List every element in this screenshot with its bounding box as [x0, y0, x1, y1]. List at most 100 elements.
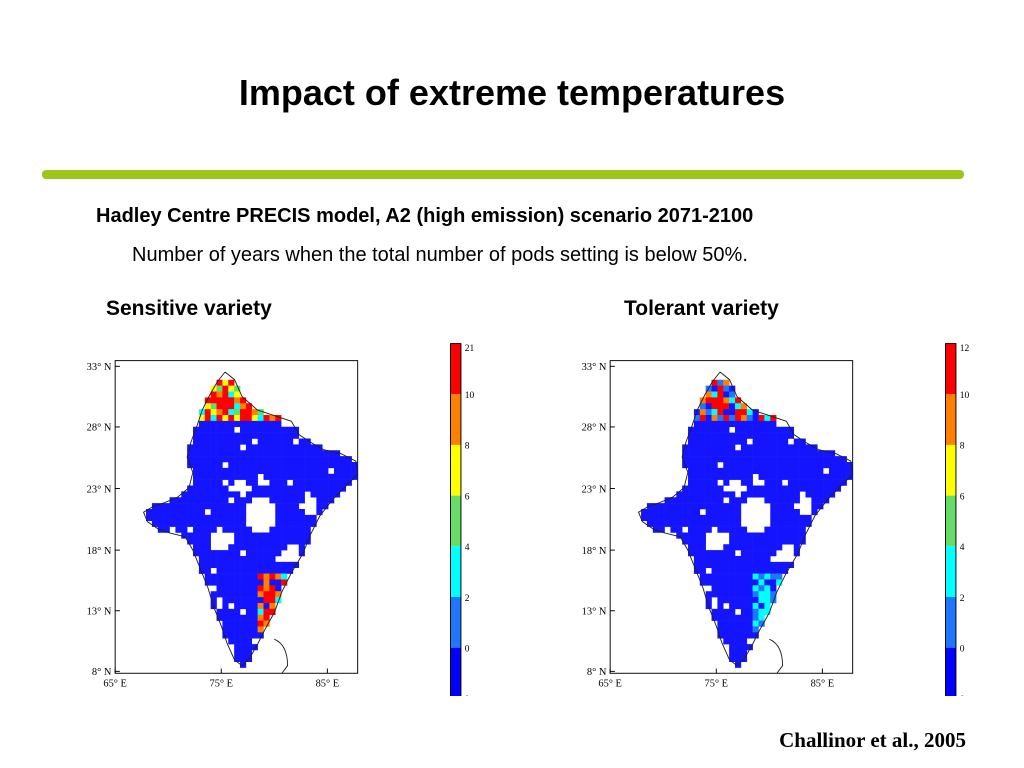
grid-cell	[292, 450, 300, 457]
grid-cell	[746, 485, 753, 492]
panel-title-sensitive: Sensitive variety	[106, 297, 272, 320]
grid-cell	[746, 432, 753, 439]
grid-cell	[723, 379, 730, 386]
grid-cell	[251, 632, 258, 639]
grid-cell	[705, 473, 712, 480]
y-tick-label: 18° N	[87, 546, 112, 557]
grid-cell	[705, 467, 712, 475]
grid-cell	[263, 485, 270, 492]
grid-cell	[758, 432, 765, 439]
grid-cell	[234, 473, 241, 480]
grid-cell	[699, 397, 706, 404]
grid-cell	[805, 450, 812, 457]
grid-cell	[234, 602, 241, 610]
grid-cell	[198, 485, 206, 492]
grid-cell	[204, 573, 211, 580]
grid-cell	[287, 473, 294, 480]
grid-cell	[711, 397, 718, 404]
grid-cell	[787, 532, 795, 539]
grid-cell	[793, 438, 800, 445]
grid-cell	[746, 602, 753, 610]
grid-cell	[770, 526, 777, 533]
slide-title: Impact of extreme temperatures	[238, 72, 786, 113]
grid-cell	[222, 397, 229, 404]
grid-cell	[263, 462, 270, 469]
grid-cell	[746, 585, 753, 592]
grid-cell	[758, 415, 765, 422]
grid-cell	[281, 561, 288, 569]
grid-cell	[257, 467, 264, 475]
grid-cell	[234, 467, 241, 475]
grid-cell	[735, 403, 742, 410]
grid-cell	[257, 438, 264, 445]
grid-cell	[711, 420, 718, 428]
grid-cell	[711, 444, 718, 451]
grid-cell	[234, 503, 241, 510]
grid-cell	[163, 514, 170, 522]
grid-cell	[793, 538, 800, 545]
grid-cell	[222, 379, 229, 386]
grid-cell	[304, 462, 311, 469]
grid-cell	[269, 573, 276, 580]
grid-cell	[222, 626, 229, 633]
grid-cell	[846, 467, 853, 475]
grid-cell	[717, 444, 724, 451]
grid-cell	[210, 456, 217, 463]
grid-cell	[770, 503, 777, 510]
colorbar-segment	[945, 394, 956, 445]
grid-cell	[723, 573, 730, 580]
grid-cell	[263, 555, 270, 563]
grid-cell	[740, 544, 748, 551]
grid-cell	[281, 579, 288, 586]
grid-cell	[776, 473, 783, 480]
grid-cell	[228, 638, 235, 645]
grid-cell	[322, 467, 329, 475]
grid-cell	[705, 456, 712, 463]
grid-cell	[740, 444, 748, 451]
grid-cell	[723, 420, 730, 428]
grid-cell	[758, 602, 765, 610]
title-divider	[42, 170, 964, 179]
grid-cell	[799, 444, 806, 451]
grid-cell	[228, 385, 235, 392]
grid-cell	[746, 626, 753, 633]
grid-cell	[711, 479, 718, 486]
colorbar-label: 21	[465, 344, 475, 354]
grid-cell	[234, 614, 241, 621]
grid-cell	[729, 567, 736, 574]
grid-cell	[245, 415, 253, 422]
grid-cell	[287, 508, 294, 516]
grid-cell	[758, 420, 765, 428]
grid-cell	[764, 597, 771, 604]
grid-cell	[169, 508, 176, 516]
grid-cell	[735, 514, 742, 522]
grid-cell	[193, 532, 200, 539]
grid-cell	[245, 555, 253, 563]
grid-cell	[717, 579, 724, 586]
grid-cell	[269, 456, 276, 463]
grid-cell	[216, 415, 223, 422]
grid-cell	[711, 561, 718, 569]
grid-cell	[234, 632, 241, 639]
grid-cell	[222, 620, 229, 627]
grid-cell	[664, 520, 671, 527]
grid-cell	[746, 644, 753, 651]
grid-cell	[245, 614, 253, 621]
grid-cell	[723, 608, 730, 615]
grid-cell	[245, 591, 253, 598]
colorbar-label: 4	[960, 543, 965, 553]
grid-cell	[817, 503, 824, 510]
grid-cell	[752, 491, 759, 498]
grid-cell	[222, 526, 229, 533]
grid-cell	[717, 508, 724, 516]
grid-cell	[746, 561, 753, 569]
grid-cell	[770, 561, 777, 569]
grid-cell	[793, 520, 800, 527]
grid-cell	[204, 397, 211, 404]
grid-cell	[204, 567, 211, 574]
grid-cell	[198, 473, 206, 480]
grid-cell	[240, 532, 247, 539]
grid-cell	[746, 620, 753, 627]
grid-cell	[339, 467, 347, 475]
grid-cell	[717, 614, 724, 621]
